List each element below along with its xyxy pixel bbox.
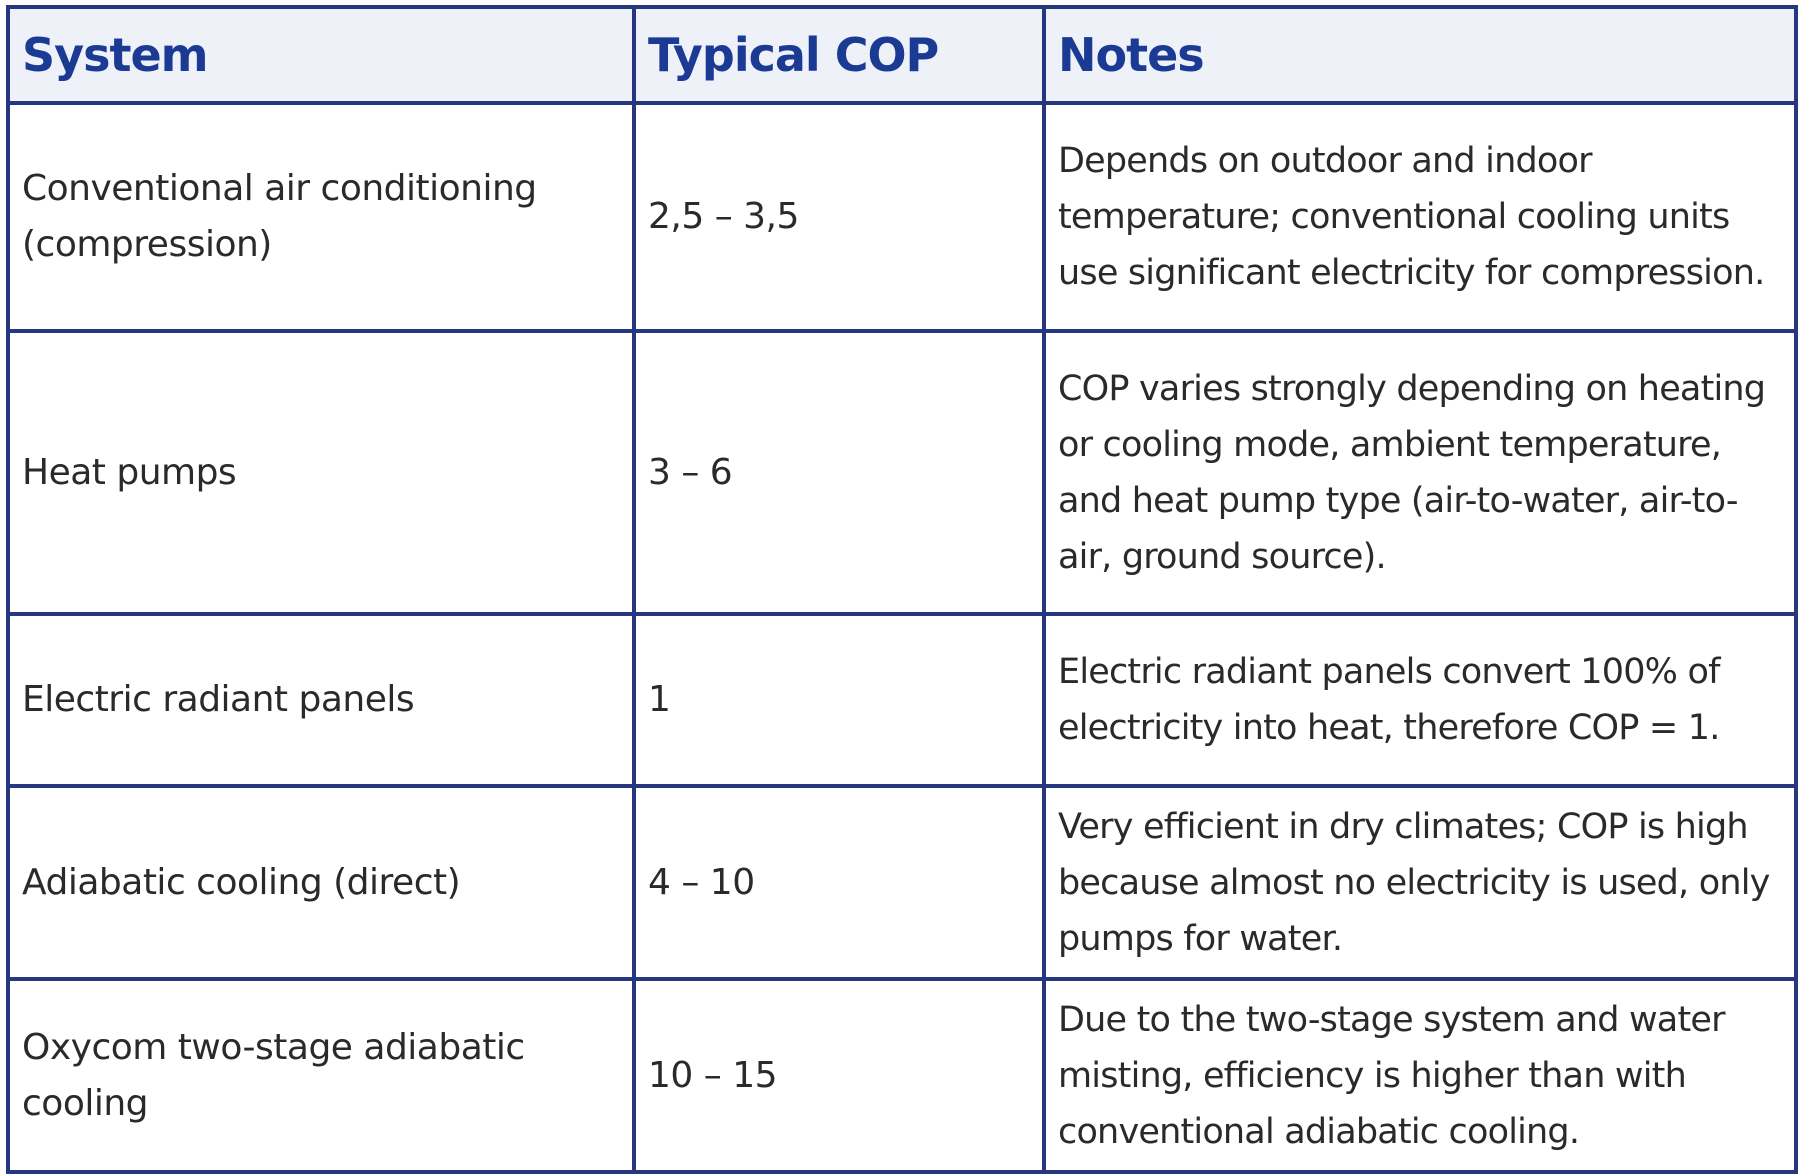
- cell-system: Adiabatic cooling (direct): [6, 784, 636, 981]
- table-row: Electric radiant panels 1 Electric radia…: [6, 612, 1798, 788]
- cell-cop: 3 – 6: [632, 329, 1046, 616]
- header-typical-cop: Typical COP: [632, 5, 1046, 105]
- cell-notes: Depends on outdoor and indoor temperatur…: [1042, 101, 1798, 333]
- cell-cop: 10 – 15: [632, 977, 1046, 1174]
- table-row: Oxycom two-stage adiabatic cooling 10 – …: [6, 977, 1798, 1174]
- table-row: Conventional air conditioning (compressi…: [6, 101, 1798, 333]
- cell-cop: 2,5 – 3,5: [632, 101, 1046, 333]
- cell-system: Conventional air conditioning (compressi…: [6, 101, 636, 333]
- table-row: Heat pumps 3 – 6 COP varies strongly dep…: [6, 329, 1798, 616]
- cop-comparison-table-wrapper: System Typical COP Notes Conventional ai…: [6, 5, 1798, 1174]
- cell-cop: 4 – 10: [632, 784, 1046, 981]
- header-notes: Notes: [1042, 5, 1798, 105]
- cell-system: Oxycom two-stage adiabatic cooling: [6, 977, 636, 1174]
- cop-comparison-table: System Typical COP Notes Conventional ai…: [6, 5, 1798, 1174]
- cell-notes: Electric radiant panels convert 100% of …: [1042, 612, 1798, 788]
- table-row: Adiabatic cooling (direct) 4 – 10 Very e…: [6, 784, 1798, 981]
- cell-system: Electric radiant panels: [6, 612, 636, 788]
- header-row: System Typical COP Notes: [6, 5, 1798, 105]
- header-system: System: [6, 5, 636, 105]
- cell-system: Heat pumps: [6, 329, 636, 616]
- cell-notes: COP varies strongly depending on heating…: [1042, 329, 1798, 616]
- cell-notes: Due to the two-stage system and water mi…: [1042, 977, 1798, 1174]
- cell-notes: Very efficient in dry climates; COP is h…: [1042, 784, 1798, 981]
- cell-cop: 1: [632, 612, 1046, 788]
